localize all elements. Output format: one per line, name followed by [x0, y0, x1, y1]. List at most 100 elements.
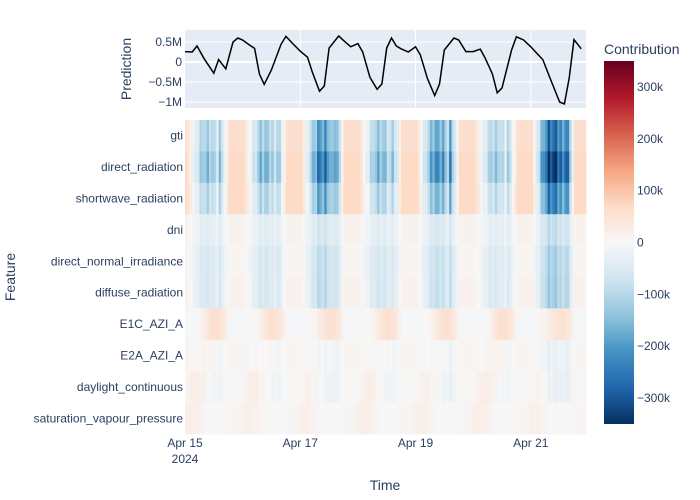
heatmap-cell [271, 214, 275, 246]
heatmap-cell [221, 339, 224, 372]
heatmap-cell [355, 245, 359, 278]
heatmap-cell [535, 308, 539, 341]
colorbar [604, 61, 634, 424]
heatmap-cell [547, 182, 551, 215]
heatmap-cell [221, 402, 224, 435]
heatmap-cell [261, 277, 265, 309]
heatmap-cell [245, 214, 248, 246]
heatmap-cell [504, 308, 508, 341]
heatmap-cell [223, 308, 227, 341]
heatmap-cell [437, 402, 440, 435]
heatmap-cell [425, 214, 428, 246]
heatmap-cell [314, 371, 318, 403]
heatmap-cell [465, 371, 469, 403]
heatmap-cell [497, 371, 500, 403]
heatmap-cell [199, 308, 203, 341]
heatmap-cell [432, 277, 436, 309]
heatmap-cell [329, 339, 332, 372]
heatmap-cell [367, 120, 371, 152]
heatmap-cell [329, 308, 332, 341]
heatmap-cell [581, 371, 584, 403]
heatmap-cell [499, 339, 503, 372]
heatmap-cell [187, 151, 191, 184]
heatmap-cell [461, 402, 464, 435]
heatmap-cell [420, 182, 424, 215]
heatmap-cell [542, 308, 546, 341]
heatmap-cell [525, 151, 529, 184]
heatmap-cell [501, 339, 505, 372]
heatmap-cell [578, 402, 582, 435]
heatmap-cell [307, 214, 311, 246]
heatmap-cell [463, 371, 467, 403]
heatmap-cell [283, 308, 287, 341]
heatmap-cell [398, 214, 402, 246]
heatmap-cell [463, 339, 467, 372]
heatmap-cell [449, 151, 452, 184]
heatmap-cell [408, 277, 412, 309]
heatmap-cell [542, 120, 546, 152]
heatmap-cell [345, 277, 349, 309]
heatmap-cell [521, 151, 524, 184]
heatmap-cell [237, 245, 241, 278]
heatmap-cell [528, 151, 532, 184]
heatmap-cell [228, 339, 232, 372]
heatmap-cell [389, 308, 392, 341]
heatmap-cell [336, 120, 340, 152]
heatmap-cell [461, 182, 464, 215]
heatmap-cell [290, 120, 294, 152]
heatmap-cell [410, 245, 414, 278]
heatmap-cell [211, 214, 215, 246]
heatmap-cell [489, 214, 493, 246]
heatmap-cell [528, 339, 532, 372]
heatmap-cell [343, 245, 347, 278]
heatmap-cell [494, 402, 498, 435]
heatmap-cell [473, 339, 476, 372]
heatmap-cell [458, 245, 462, 278]
feature-label: shortwave_radiation [76, 192, 183, 206]
heatmap-cell [297, 277, 301, 309]
heatmap-cell [566, 339, 570, 372]
heatmap-cell [518, 214, 522, 246]
heatmap-cell [235, 151, 239, 184]
heatmap-cell [511, 277, 515, 309]
heatmap-cell [206, 182, 210, 215]
heatmap-cell [581, 339, 584, 372]
heatmap-cell [269, 339, 272, 372]
heatmap-cell [312, 277, 316, 309]
heatmap-cell [247, 371, 251, 403]
heatmap-cell [410, 308, 414, 341]
heatmap-cell [324, 245, 328, 278]
heatmap-cell [257, 308, 260, 341]
heatmap-cell [223, 214, 227, 246]
heatmap-cell [237, 182, 241, 215]
heatmap-cell [523, 214, 527, 246]
heatmap-cell [477, 214, 481, 246]
heatmap-cell [384, 277, 388, 309]
heatmap-cell [463, 214, 467, 246]
heatmap-cell [302, 120, 306, 152]
heatmap-cell [211, 308, 215, 341]
heatmap-cell [269, 402, 272, 435]
heatmap-cell [518, 182, 522, 215]
heatmap-cell [559, 120, 563, 152]
heatmap-cell [197, 339, 200, 372]
heatmap-cell [425, 151, 428, 184]
heatmap-cell [204, 339, 208, 372]
heatmap-cell [398, 120, 402, 152]
heatmap-cell [437, 214, 440, 246]
heatmap-cell [530, 277, 534, 309]
heatmap-cell [458, 151, 462, 184]
heatmap-cell [523, 245, 527, 278]
heatmap-cell [355, 120, 359, 152]
heatmap-cell [283, 277, 287, 309]
heatmap-cell [487, 151, 491, 184]
heatmap-cell [583, 402, 587, 435]
heatmap-cell [197, 371, 200, 403]
heatmap-cell [206, 151, 210, 184]
prediction-y-tick-label: −1M [158, 95, 182, 109]
heatmap-cell [545, 214, 548, 246]
heatmap-cell [569, 151, 572, 184]
heatmap-cell [456, 371, 460, 403]
heatmap-cell [278, 308, 282, 341]
heatmap-cell [511, 182, 515, 215]
